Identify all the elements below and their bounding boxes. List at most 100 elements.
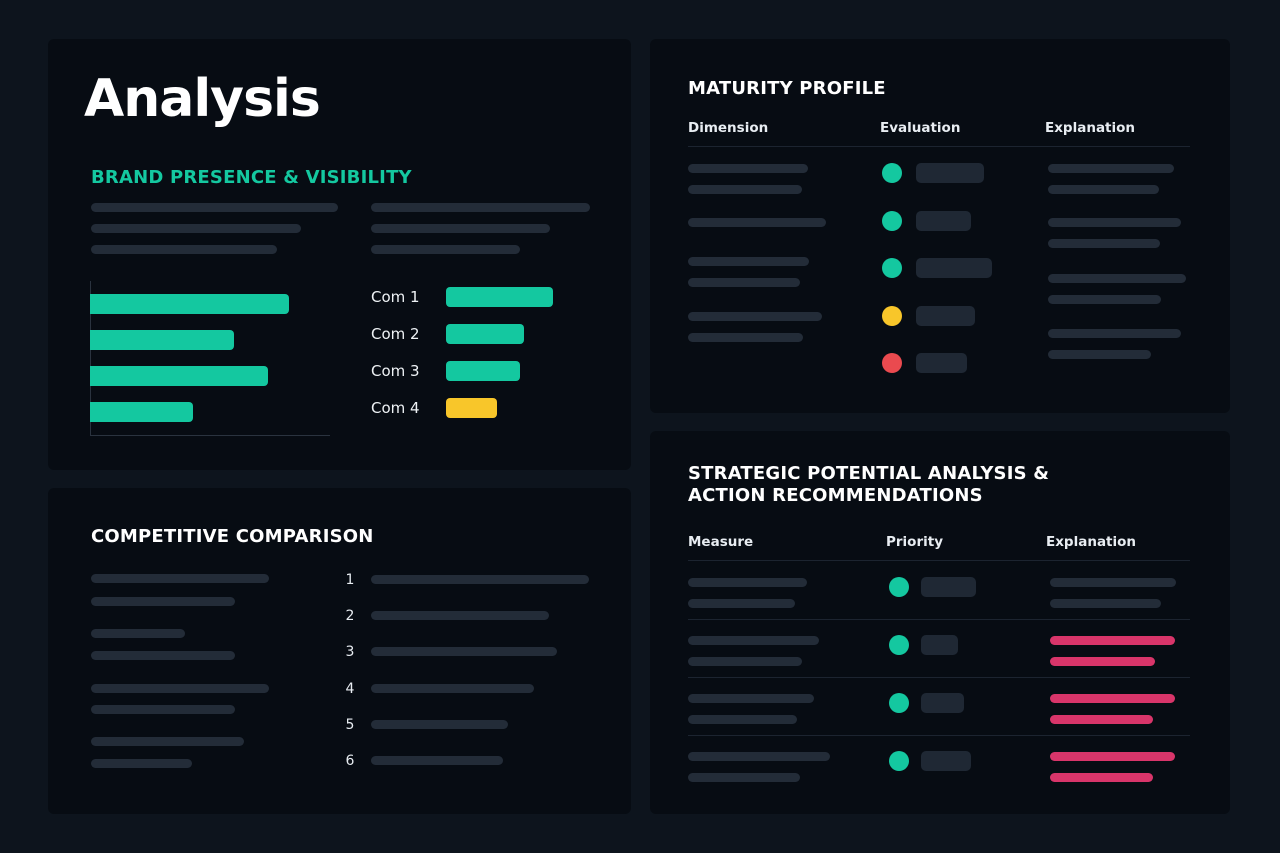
text-placeholder bbox=[371, 245, 520, 254]
legend-label: Com 2 bbox=[371, 325, 420, 343]
rank-placeholder bbox=[371, 575, 589, 584]
text-placeholder bbox=[371, 224, 550, 233]
explanation-placeholder bbox=[1050, 752, 1175, 761]
explanation-placeholder bbox=[1050, 773, 1153, 782]
text-placeholder bbox=[91, 759, 192, 768]
row-divider bbox=[688, 619, 1190, 620]
text-placeholder bbox=[91, 629, 185, 638]
explanation-placeholder bbox=[1050, 657, 1155, 666]
column-header-evaluation: Evaluation bbox=[880, 120, 961, 136]
explanation-placeholder bbox=[1050, 578, 1176, 587]
explanation-placeholder bbox=[1050, 636, 1175, 645]
column-header-measure: Measure bbox=[688, 534, 754, 550]
column-header-priority: Priority bbox=[886, 534, 943, 550]
text-placeholder bbox=[688, 694, 814, 703]
status-dot bbox=[882, 306, 902, 326]
brand-section-title: BRAND PRESENCE & VISIBILITY bbox=[91, 167, 412, 188]
explanation-placeholder bbox=[1050, 694, 1175, 703]
text-placeholder bbox=[688, 636, 819, 645]
page-title: Analysis bbox=[84, 69, 321, 129]
explanation-placeholder bbox=[1050, 599, 1161, 608]
text-placeholder bbox=[91, 597, 235, 606]
status-dot bbox=[882, 211, 902, 231]
text-placeholder bbox=[91, 705, 235, 714]
evaluation-placeholder bbox=[916, 353, 967, 373]
competitive-card: COMPETITIVE COMPARISON 1 2 3 4 5 6 bbox=[48, 488, 631, 814]
status-dot bbox=[882, 353, 902, 373]
text-placeholder bbox=[688, 657, 802, 666]
competitive-title: COMPETITIVE COMPARISON bbox=[91, 526, 374, 547]
brand-legend: Com 1 Com 2 Com 3 Com 4 bbox=[371, 287, 591, 427]
rank-placeholder bbox=[371, 720, 508, 729]
priority-dot bbox=[889, 635, 909, 655]
priority-placeholder bbox=[921, 751, 971, 771]
chart-bar bbox=[90, 294, 289, 314]
text-placeholder bbox=[1048, 350, 1151, 359]
rank-number: 4 bbox=[345, 681, 355, 697]
priority-dot bbox=[889, 751, 909, 771]
priority-dot bbox=[889, 577, 909, 597]
evaluation-placeholder bbox=[916, 306, 975, 326]
priority-placeholder bbox=[921, 577, 976, 597]
strategic-title-line-1: STRATEGIC POTENTIAL ANALYSIS & bbox=[688, 463, 1050, 484]
text-placeholder bbox=[688, 599, 795, 608]
legend-bar bbox=[446, 287, 553, 307]
legend-label: Com 3 bbox=[371, 362, 420, 380]
evaluation-placeholder bbox=[916, 163, 984, 183]
rank-number: 6 bbox=[345, 753, 355, 769]
priority-dot bbox=[889, 693, 909, 713]
text-placeholder bbox=[1048, 295, 1161, 304]
text-placeholder bbox=[688, 257, 809, 266]
evaluation-placeholder bbox=[916, 211, 971, 231]
text-placeholder bbox=[91, 224, 301, 233]
chart-bar bbox=[90, 402, 193, 422]
legend-bar bbox=[446, 324, 524, 344]
rank-number: 3 bbox=[345, 644, 355, 660]
header-divider bbox=[688, 560, 1190, 561]
text-placeholder bbox=[91, 203, 338, 212]
strategic-title-line-2: ACTION RECOMMENDATIONS bbox=[688, 485, 983, 506]
status-dot bbox=[882, 258, 902, 278]
text-placeholder bbox=[1048, 239, 1160, 248]
rank-placeholder bbox=[371, 611, 549, 620]
rank-number: 2 bbox=[345, 608, 355, 624]
text-placeholder bbox=[688, 773, 800, 782]
maturity-title: MATURITY PROFILE bbox=[688, 78, 886, 99]
text-placeholder bbox=[91, 737, 244, 746]
text-placeholder bbox=[1048, 164, 1174, 173]
text-placeholder bbox=[688, 164, 808, 173]
text-placeholder bbox=[688, 578, 807, 587]
column-header-explanation: Explanation bbox=[1045, 120, 1136, 136]
evaluation-placeholder bbox=[916, 258, 992, 278]
text-placeholder bbox=[91, 684, 269, 693]
strategic-card: STRATEGIC POTENTIAL ANALYSIS & ACTION RE… bbox=[650, 431, 1230, 814]
text-placeholder bbox=[688, 752, 830, 761]
row-divider bbox=[688, 735, 1190, 736]
text-placeholder bbox=[91, 245, 277, 254]
text-placeholder bbox=[688, 715, 797, 724]
text-placeholder bbox=[688, 312, 822, 321]
text-placeholder bbox=[1048, 274, 1186, 283]
explanation-placeholder bbox=[1050, 715, 1153, 724]
chart-bar bbox=[90, 366, 268, 386]
brand-visibility-chart bbox=[90, 281, 330, 436]
rank-placeholder bbox=[371, 756, 503, 765]
text-placeholder bbox=[91, 651, 235, 660]
header-divider bbox=[688, 146, 1190, 147]
column-header-explanation: Explanation bbox=[1046, 534, 1137, 550]
column-header-dimension: Dimension bbox=[688, 120, 769, 136]
analysis-card: Analysis BRAND PRESENCE & VISIBILITY Com… bbox=[48, 39, 631, 470]
legend-bar bbox=[446, 398, 497, 418]
text-placeholder bbox=[688, 333, 803, 342]
rank-number: 5 bbox=[345, 717, 355, 733]
text-placeholder bbox=[1048, 185, 1159, 194]
text-placeholder bbox=[371, 203, 590, 212]
text-placeholder bbox=[688, 185, 802, 194]
legend-bar bbox=[446, 361, 520, 381]
text-placeholder bbox=[1048, 329, 1181, 338]
status-dot bbox=[882, 163, 902, 183]
legend-label: Com 1 bbox=[371, 288, 420, 306]
text-placeholder bbox=[91, 574, 269, 583]
legend-label: Com 4 bbox=[371, 399, 420, 417]
row-divider bbox=[688, 677, 1190, 678]
